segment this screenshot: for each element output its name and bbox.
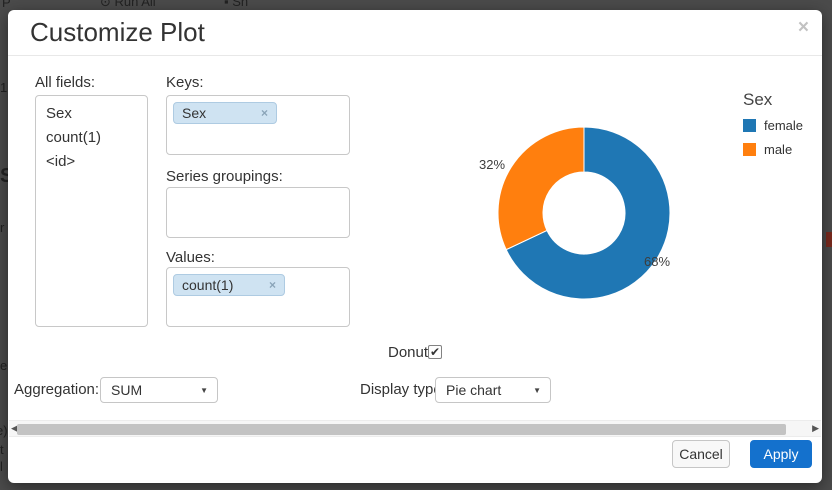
aggregation-select[interactable]: SUM ▼ [100, 377, 218, 403]
legend-title: Sex [743, 90, 773, 109]
all-fields-item-count[interactable]: count(1) [46, 129, 102, 146]
all-fields-label: All fields: [35, 74, 96, 91]
keys-tag-sex[interactable]: Sex × [173, 102, 277, 124]
customize-plot-dialog: Customize Plot × All fields: Sex count(1… [8, 10, 822, 483]
bg-left-fragment: 1 [0, 80, 8, 95]
scroll-left-icon[interactable]: ◀ [11, 423, 18, 433]
display-type-select[interactable]: Pie chart ▼ [435, 377, 551, 403]
apply-button[interactable]: Apply [750, 440, 812, 468]
scrollbar-thumb[interactable] [17, 424, 786, 435]
close-icon[interactable]: × [797, 17, 809, 38]
keys-dropzone[interactable]: Sex × [166, 95, 350, 155]
donut-checkbox-label: Donut [388, 344, 429, 361]
donut-checkbox[interactable]: ✔ [428, 345, 442, 359]
dialog-title: Customize Plot [30, 17, 205, 47]
bg-toolbar-fragment: P [2, 0, 11, 10]
values-tag-label: count(1) [182, 277, 234, 293]
values-tag-count[interactable]: count(1) × [173, 274, 285, 296]
pie-slice-label-female: 68% [644, 254, 671, 269]
all-fields-list: Sex count(1) <id> [35, 95, 148, 327]
chevron-down-icon: ▼ [200, 385, 208, 395]
all-fields-item-id[interactable]: <id> [46, 153, 76, 170]
values-dropzone[interactable]: count(1) × [166, 267, 350, 327]
values-label: Values: [166, 249, 215, 266]
bg-left-fragment: e [0, 358, 8, 373]
aggregation-value: SUM [111, 382, 143, 398]
pie-slice-male[interactable] [497, 126, 585, 251]
bg-toolbar-fragment-2: ▪ Sh [224, 0, 249, 9]
keys-label: Keys: [166, 74, 204, 91]
remove-tag-icon[interactable]: × [260, 106, 268, 120]
bg-right-fragment [826, 232, 832, 247]
keys-tag-label: Sex [182, 105, 207, 121]
remove-tag-icon[interactable]: × [268, 278, 276, 292]
check-icon: ✔ [429, 345, 441, 359]
donut-pie-chart[interactable] [484, 113, 684, 313]
legend-label-male: male [764, 142, 793, 157]
bg-left-fragment: e) [0, 423, 8, 438]
chart-legend: Sex female male [743, 90, 803, 166]
legend-item-male[interactable]: male [743, 142, 803, 157]
display-type-label: Display type: [360, 381, 446, 398]
aggregation-label: Aggregation: [14, 381, 100, 398]
legend-label-female: female [764, 118, 804, 133]
legend-swatch-female [743, 119, 756, 132]
pie-slice-label-male: 32% [479, 157, 506, 172]
pie-slice-female[interactable] [505, 126, 671, 300]
bg-toolbar-run-all-fragment: ⊙ Run All [100, 0, 156, 9]
bg-left-fragment: r [0, 220, 5, 235]
chevron-down-icon: ▼ [533, 385, 541, 395]
scroll-right-icon[interactable]: ▶ [812, 423, 819, 433]
dialog-header: Customize Plot × [8, 10, 822, 56]
bg-left-fragment: l [0, 459, 3, 474]
series-groupings-dropzone[interactable] [166, 187, 350, 238]
display-type-value: Pie chart [446, 382, 502, 398]
bg-left-fragment: t [0, 442, 4, 457]
legend-swatch-male [743, 143, 756, 156]
horizontal-scrollbar[interactable]: ◀ ▶ [9, 420, 821, 437]
series-groupings-label: Series groupings: [166, 168, 283, 185]
all-fields-item-sex[interactable]: Sex [46, 105, 72, 122]
legend-item-female[interactable]: female [743, 118, 803, 133]
cancel-button[interactable]: Cancel [672, 440, 730, 468]
